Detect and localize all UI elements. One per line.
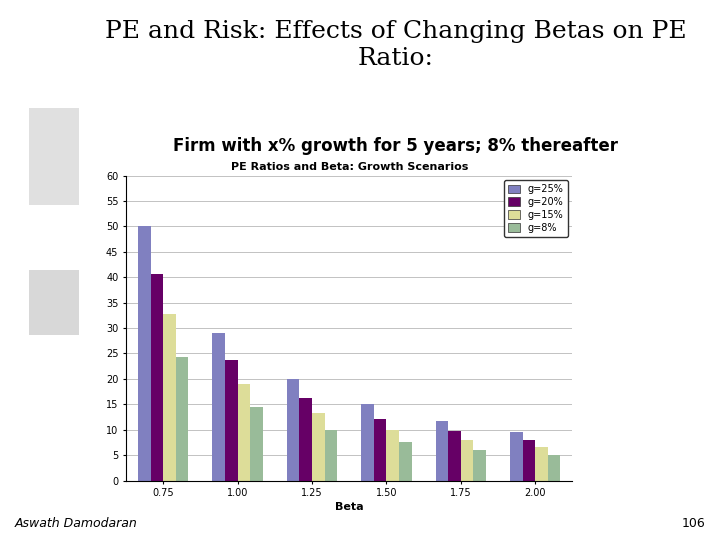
Bar <box>374 418 387 481</box>
Bar <box>287 379 300 481</box>
Text: Aswath Damodaran: Aswath Damodaran <box>14 517 137 530</box>
Bar <box>150 274 163 481</box>
Bar <box>29 270 79 335</box>
Bar <box>325 430 337 481</box>
Bar <box>474 450 486 481</box>
Bar <box>510 433 523 481</box>
Bar <box>225 360 238 481</box>
Bar <box>461 440 474 481</box>
Bar <box>387 430 399 481</box>
Bar <box>436 421 448 481</box>
Title: PE Ratios and Beta: Growth Scenarios: PE Ratios and Beta: Growth Scenarios <box>230 162 468 172</box>
Bar <box>523 441 535 481</box>
X-axis label: Beta: Beta <box>335 502 364 512</box>
Legend: g=25%, g=20%, g=15%, g=8%: g=25%, g=20%, g=15%, g=8% <box>505 180 567 237</box>
Text: 106: 106 <box>682 517 706 530</box>
Bar <box>361 404 374 481</box>
Bar <box>548 455 560 481</box>
Bar <box>300 398 312 481</box>
Bar <box>535 447 548 481</box>
Bar <box>176 357 189 481</box>
Bar <box>251 407 263 481</box>
Bar <box>448 431 461 481</box>
Bar <box>312 414 325 481</box>
Text: PE and Risk: Effects of Changing Betas on PE
Ratio:: PE and Risk: Effects of Changing Betas o… <box>105 21 687 70</box>
Bar <box>238 384 251 481</box>
Bar <box>29 108 79 205</box>
Bar <box>212 333 225 481</box>
Bar <box>163 314 176 481</box>
Text: Firm with x% growth for 5 years; 8% thereafter: Firm with x% growth for 5 years; 8% ther… <box>174 137 618 155</box>
Bar <box>138 226 150 481</box>
Bar <box>399 442 412 481</box>
